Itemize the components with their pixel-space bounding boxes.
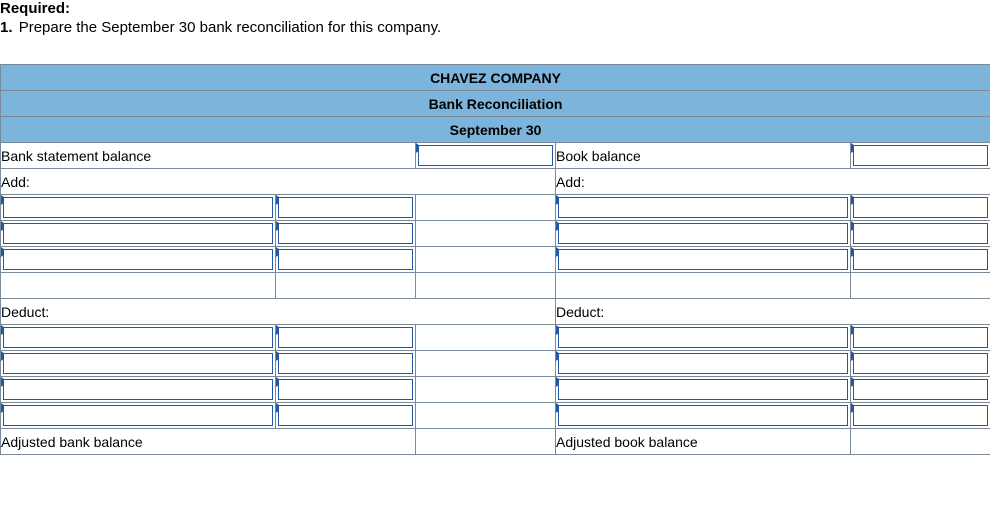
balance-row: Bank statement balance Book balance — [1, 143, 990, 169]
blank-cell — [1, 273, 276, 299]
book-deduct-desc-input[interactable] — [556, 351, 851, 377]
book-deduct-desc-input[interactable] — [556, 403, 851, 429]
book-add-amt-input[interactable] — [851, 247, 990, 273]
add-row — [1, 221, 990, 247]
bank-add-desc-input[interactable] — [1, 221, 276, 247]
adjusted-book-balance-cell — [851, 429, 990, 455]
blank-cell — [556, 273, 851, 299]
bank-deduct-desc-input[interactable] — [1, 403, 276, 429]
bank-deduct-amt1-input[interactable] — [276, 403, 416, 429]
bank-deduct-amt2-cell — [416, 351, 556, 377]
book-deduct-amt-input[interactable] — [851, 377, 990, 403]
reconciliation-table: CHAVEZ COMPANY Bank Reconciliation Septe… — [0, 64, 990, 455]
book-balance-label: Book balance — [556, 143, 851, 169]
deduct-row — [1, 377, 990, 403]
deduct-label-row: Deduct: Deduct: — [1, 299, 990, 325]
add-label-row: Add: Add: — [1, 169, 990, 195]
bank-deduct-label: Deduct: — [1, 299, 556, 325]
title-header: Bank Reconciliation — [1, 91, 990, 117]
book-deduct-label: Deduct: — [556, 299, 990, 325]
header-date-row: September 30 — [1, 117, 990, 143]
bank-deduct-amt2-cell — [416, 403, 556, 429]
bank-deduct-amt1-input[interactable] — [276, 377, 416, 403]
bank-add-desc-input[interactable] — [1, 247, 276, 273]
page-root: Required: 1. Prepare the September 30 ba… — [0, 0, 990, 475]
bank-deduct-amt1-input[interactable] — [276, 351, 416, 377]
date-header: September 30 — [1, 117, 990, 143]
company-header: CHAVEZ COMPANY — [1, 65, 990, 91]
bank-deduct-desc-input[interactable] — [1, 325, 276, 351]
header-company-row: CHAVEZ COMPANY — [1, 65, 990, 91]
bank-deduct-amt2-cell — [416, 377, 556, 403]
instruction-text: Prepare the September 30 bank reconcilia… — [19, 19, 441, 36]
bank-statement-balance-label: Bank statement balance — [1, 143, 416, 169]
bank-add-amt1-input[interactable] — [276, 195, 416, 221]
book-deduct-desc-input[interactable] — [556, 377, 851, 403]
deduct-row — [1, 325, 990, 351]
adjusted-bank-balance-label: Adjusted bank balance — [1, 429, 416, 455]
bank-add-label: Add: — [1, 169, 556, 195]
add-subtotal-row — [1, 273, 990, 299]
bank-deduct-desc-input[interactable] — [1, 351, 276, 377]
book-deduct-amt-input[interactable] — [851, 325, 990, 351]
bank-add-desc-input[interactable] — [1, 195, 276, 221]
book-add-label: Add: — [556, 169, 990, 195]
bank-add-amt2-cell — [416, 195, 556, 221]
add-row — [1, 195, 990, 221]
instruction-number: 1. — [0, 19, 13, 36]
deduct-row — [1, 351, 990, 377]
add-row — [1, 247, 990, 273]
header-title-row: Bank Reconciliation — [1, 91, 990, 117]
book-add-amt-input[interactable] — [851, 221, 990, 247]
bank-add-amt1-input[interactable] — [276, 221, 416, 247]
book-add-desc-input[interactable] — [556, 221, 851, 247]
adjusted-row: Adjusted bank balance Adjusted book bala… — [1, 429, 990, 455]
instruction-line: 1. Prepare the September 30 bank reconci… — [0, 19, 986, 36]
book-add-desc-input[interactable] — [556, 195, 851, 221]
adjusted-bank-balance-cell — [416, 429, 556, 455]
bank-add-amt2-cell — [416, 221, 556, 247]
book-add-desc-input[interactable] — [556, 247, 851, 273]
deduct-row — [1, 403, 990, 429]
bank-deduct-amt1-input[interactable] — [276, 325, 416, 351]
book-add-amt-input[interactable] — [851, 195, 990, 221]
required-heading: Required: — [0, 0, 986, 17]
bank-deduct-desc-input[interactable] — [1, 377, 276, 403]
blank-cell — [276, 273, 416, 299]
bank-deduct-amt2-cell — [416, 325, 556, 351]
book-add-subtotal-cell — [851, 273, 990, 299]
book-deduct-desc-input[interactable] — [556, 325, 851, 351]
book-deduct-amt-input[interactable] — [851, 351, 990, 377]
bank-add-subtotal-cell — [416, 273, 556, 299]
bank-statement-balance-input[interactable] — [416, 143, 556, 169]
book-balance-input[interactable] — [851, 143, 990, 169]
bank-add-amt1-input[interactable] — [276, 247, 416, 273]
bank-add-amt2-cell — [416, 247, 556, 273]
book-deduct-amt-input[interactable] — [851, 403, 990, 429]
adjusted-book-balance-label: Adjusted book balance — [556, 429, 851, 455]
